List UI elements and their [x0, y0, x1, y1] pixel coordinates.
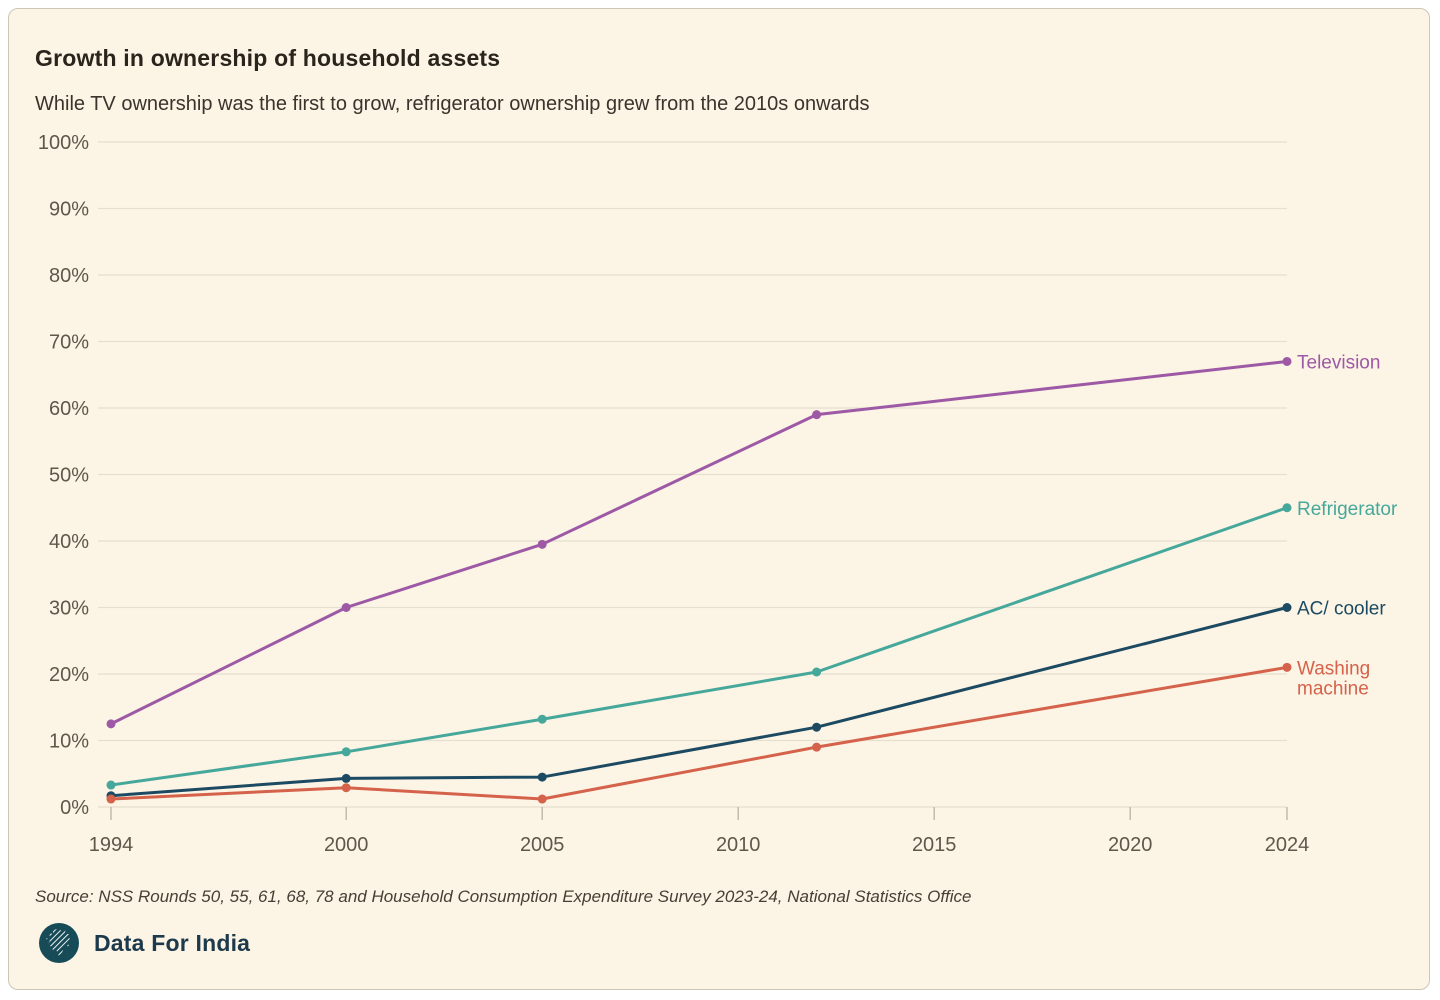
series-label-television: Television — [1297, 352, 1380, 373]
x-axis-label: 1994 — [89, 834, 134, 856]
data-point-ac-cooler — [812, 722, 822, 732]
y-axis-label: 0% — [60, 797, 89, 819]
data-point-ac-cooler — [537, 772, 547, 782]
source-note: Source: NSS Rounds 50, 55, 61, 68, 78 an… — [35, 887, 972, 906]
series-label-refrigerator: Refrigerator — [1297, 499, 1398, 520]
series-line-television — [109, 359, 1289, 726]
data-point-washing-machine — [812, 742, 822, 752]
series-label-ac-cooler: AC/ cooler — [1297, 599, 1386, 620]
brand-footer: Data For India — [39, 923, 250, 963]
data-point-refrigerator — [1282, 503, 1292, 513]
data-point-television — [812, 410, 822, 420]
x-axis-label: 2010 — [716, 834, 761, 856]
y-axis-label: 90% — [49, 199, 89, 221]
data-point-washing-machine — [341, 783, 351, 793]
data-point-washing-machine — [1282, 662, 1292, 672]
data-point-ac-cooler — [341, 773, 351, 783]
brand-name: Data For India — [94, 929, 251, 956]
data-point-television — [106, 719, 116, 729]
y-axis-label: 20% — [49, 664, 89, 686]
x-axis-label: 2020 — [1108, 834, 1153, 856]
chart-title: Growth in ownership of household assets — [35, 45, 501, 71]
y-axis-label: 70% — [49, 332, 89, 354]
data-point-television — [1282, 356, 1292, 366]
y-axis-label: 100% — [38, 132, 89, 154]
data-point-washing-machine — [106, 794, 116, 804]
y-axis-label: 80% — [49, 265, 89, 287]
data-point-washing-machine — [537, 794, 547, 804]
data-point-television — [537, 539, 547, 549]
x-axis-label: 2000 — [324, 834, 369, 856]
y-axis-label: 30% — [49, 598, 89, 620]
y-axis-label: 60% — [49, 398, 89, 420]
series-line-washing-machine — [109, 665, 1289, 801]
series-line-refrigerator — [109, 506, 1289, 787]
series-label-washing-machine: Washing machine — [1297, 658, 1370, 699]
chart-subtitle: While TV ownership was the first to grow… — [35, 93, 870, 115]
x-axis-label: 2005 — [520, 834, 565, 856]
data-point-refrigerator — [537, 714, 547, 724]
data-point-refrigerator — [341, 747, 351, 757]
y-axis-label: 10% — [49, 731, 89, 753]
chart-card: Growth in ownership of household assets … — [8, 8, 1430, 990]
x-axis-label: 2015 — [912, 834, 957, 856]
x-axis-label: 2024 — [1265, 834, 1310, 856]
india-map-shape — [45, 928, 73, 958]
data-for-india-logo-icon — [39, 923, 79, 963]
y-axis-label: 50% — [49, 465, 89, 487]
y-axis-label: 40% — [49, 531, 89, 553]
data-point-refrigerator — [812, 667, 822, 677]
line-chart: 0% 10% 20% 30% 40% 50% 60% 70% 80% 90% 100% 1994 200… — [38, 132, 1398, 856]
data-point-ac-cooler — [1282, 603, 1292, 612]
data-point-refrigerator — [106, 780, 116, 790]
data-point-television — [341, 603, 351, 612]
